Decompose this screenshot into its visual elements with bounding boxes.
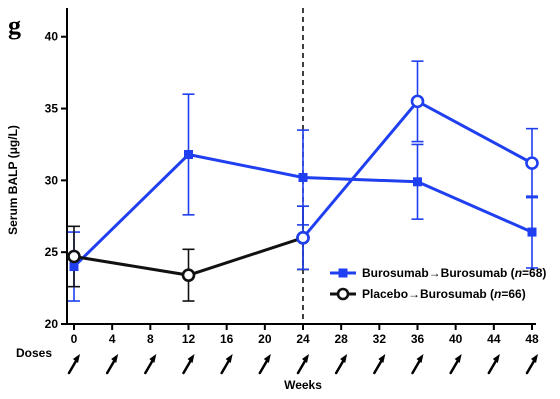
- dose-arrow-shaft: [220, 359, 230, 375]
- dose-arrow: [487, 354, 500, 375]
- dose-arrow-shaft: [334, 359, 345, 375]
- legend-entry-0: Burosumab→Burosumab (n=68): [330, 266, 546, 280]
- data-point: [181, 268, 196, 282]
- dose-arrow-head: [263, 354, 271, 363]
- dose-arrow: [182, 354, 195, 375]
- x-axis-title: Weeks: [284, 378, 322, 392]
- dose-arrow: [258, 354, 271, 375]
- y-tick-label: 40: [45, 30, 59, 44]
- y-tick-label: 30: [45, 173, 59, 187]
- dose-arrow-shaft: [258, 359, 269, 375]
- dose-arrow: [105, 354, 119, 375]
- dose-arrow-head: [149, 354, 157, 363]
- dose-arrow-head: [225, 354, 233, 363]
- dose-arrow-head: [416, 354, 424, 363]
- y-tick-label: 20: [45, 317, 59, 331]
- dose-arrow-shaft: [525, 359, 536, 375]
- data-point: [67, 249, 81, 264]
- dose-arrow-shaft: [67, 359, 78, 375]
- dose-arrow-shaft: [144, 359, 154, 375]
- x-tick-label: 36: [411, 332, 425, 346]
- dose-arrow-shaft: [487, 359, 498, 375]
- dose-arrow-shaft: [296, 359, 307, 375]
- doses-label: Doses: [16, 346, 52, 360]
- dose-arrow: [144, 354, 157, 375]
- dose-arrow: [334, 354, 348, 375]
- dose-arrow-head: [302, 354, 309, 363]
- data-point: [410, 94, 425, 109]
- data-point: [184, 150, 193, 160]
- x-tick-label: 20: [258, 332, 272, 346]
- x-tick-label: 40: [449, 332, 463, 346]
- y-tick-label: 35: [45, 102, 59, 116]
- series-1-errors: [68, 205, 309, 302]
- legend-label: Placebo→Burosumab (n=66): [362, 287, 526, 301]
- dose-arrow-head: [73, 354, 80, 363]
- series-2-markers: [296, 94, 539, 245]
- x-tick-label: 4: [109, 332, 116, 346]
- x-tick-label: 32: [373, 332, 387, 346]
- dose-arrow: [411, 354, 424, 375]
- panel-letter: g: [8, 11, 21, 40]
- dose-arrow-shaft: [182, 359, 192, 375]
- dose-arrow-shaft: [105, 359, 116, 375]
- chart-marks: [67, 60, 539, 302]
- data-point: [525, 156, 539, 170]
- y-tick-label: 25: [45, 245, 59, 259]
- x-tick-label: 24: [296, 332, 310, 346]
- data-point: [69, 262, 79, 272]
- legend-marker: [338, 268, 348, 278]
- dose-arrow-head: [111, 354, 119, 363]
- dose-arrow: [449, 354, 462, 375]
- dose-arrow-shaft: [373, 359, 383, 375]
- dose-arrow-head: [492, 354, 500, 363]
- dose-arrow: [296, 354, 309, 375]
- dose-arrow-shaft: [449, 359, 459, 375]
- dose-arrow: [220, 354, 233, 375]
- legend-entry-1: Placebo→Burosumab (n=66): [330, 287, 526, 301]
- legend-marker: [336, 287, 350, 301]
- dose-arrow-head: [378, 354, 386, 363]
- data-point: [527, 227, 537, 237]
- dose-arrow: [373, 354, 386, 375]
- x-tick-label: 0: [71, 332, 78, 346]
- x-tick-label: 12: [182, 332, 196, 346]
- legend-label: Burosumab→Burosumab (n=68): [362, 266, 546, 280]
- dose-arrow-head: [454, 354, 462, 363]
- legend: Burosumab→Burosumab (n=68) Placebo→Burosu…: [330, 266, 546, 301]
- x-tick-label: 48: [525, 332, 539, 346]
- dose-arrow-head: [340, 354, 348, 363]
- dose-arrow-shaft: [411, 359, 421, 375]
- dose-arrow: [525, 354, 538, 375]
- series-0-markers: [69, 150, 537, 272]
- data-point: [298, 172, 308, 182]
- dose-arrow-head: [187, 354, 195, 363]
- dose-arrow: [67, 354, 80, 375]
- data-point: [296, 231, 310, 245]
- x-tick-label: 44: [487, 332, 501, 346]
- x-tick-label: 28: [334, 332, 348, 346]
- x-tick-label: 8: [147, 332, 154, 346]
- x-tick-label: 16: [220, 332, 234, 346]
- data-point: [413, 177, 422, 187]
- dose-arrow-head: [531, 354, 538, 363]
- y-axis-title: Serum BALP (μg/L): [6, 125, 20, 235]
